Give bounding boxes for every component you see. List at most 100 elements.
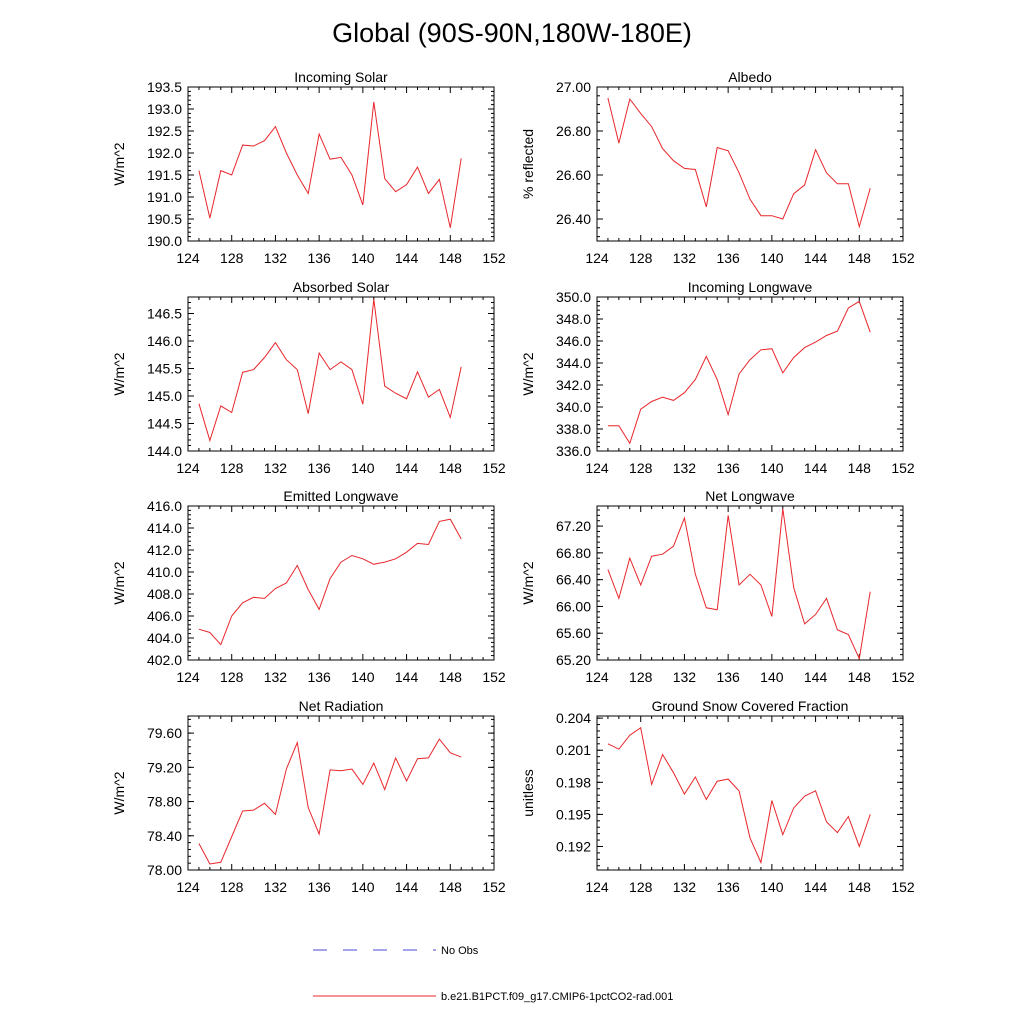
incoming-solar-title: Incoming Solar <box>294 69 388 85</box>
y-tick-label: 414.0 <box>147 520 182 536</box>
x-tick-label: 128 <box>220 879 244 895</box>
x-tick-label: 152 <box>482 879 506 895</box>
x-tick-label: 128 <box>629 879 653 895</box>
panel-net-radiation: Net Radiation W/m^2 124 128 132 136 140 144 148 1… <box>111 698 506 895</box>
x-tick-label: 140 <box>760 879 784 895</box>
y-tick-label: 27.00 <box>556 79 591 95</box>
x-tick-label: 140 <box>760 250 784 266</box>
y-tick-label: 0.192 <box>556 838 591 854</box>
y-tick-label: 402.0 <box>147 652 182 668</box>
x-tick-label: 148 <box>439 669 463 685</box>
x-tick-label: 124 <box>176 669 200 685</box>
x-tick-label: 128 <box>629 669 653 685</box>
incoming-longwave-title: Incoming Longwave <box>688 279 813 295</box>
net-longwave-ylabel: W/m^2 <box>520 561 536 604</box>
albedo-title: Albedo <box>728 69 772 85</box>
x-tick-label: 136 <box>716 669 740 685</box>
y-tick-label: 412.0 <box>147 542 182 558</box>
x-tick-label: 144 <box>804 250 828 266</box>
y-tick-label: 406.0 <box>147 608 182 624</box>
figure-title: Global (90S-90N,180W-180E) <box>332 18 692 48</box>
x-tick-label: 136 <box>716 879 740 895</box>
x-tick-label: 124 <box>585 250 609 266</box>
x-tick-label: 132 <box>264 250 288 266</box>
x-tick-label: 136 <box>716 250 740 266</box>
y-tick-label: 191.0 <box>147 189 182 205</box>
x-tick-label: 128 <box>220 669 244 685</box>
x-tick-label: 140 <box>760 460 784 476</box>
incoming-longwave-series-line <box>607 300 871 445</box>
y-tick-label: 190.0 <box>147 233 182 249</box>
x-tick-label: 144 <box>395 250 419 266</box>
y-tick-label: 408.0 <box>147 586 182 602</box>
x-tick-label: 124 <box>585 669 609 685</box>
net-longwave-series-line <box>607 508 871 661</box>
plot-frame <box>187 505 495 661</box>
x-tick-label: 152 <box>891 879 915 895</box>
x-tick-label: 152 <box>482 250 506 266</box>
x-tick-label: 148 <box>439 460 463 476</box>
x-tick-label: 144 <box>804 460 828 476</box>
x-tick-label: 124 <box>176 460 200 476</box>
panel-albedo: Albedo % reflected 124 128 132 136 140 144 148 15… <box>520 69 915 266</box>
legend: No Obs b.e21.B1PCT.f09_g17.CMIP6-1pctCO2… <box>313 945 673 1003</box>
legend-no-obs-label: No Obs <box>441 945 479 957</box>
x-tick-label: 148 <box>848 250 872 266</box>
x-tick-label: 128 <box>220 250 244 266</box>
y-tick-label: 78.40 <box>147 828 182 844</box>
x-tick-label: 140 <box>760 669 784 685</box>
y-tick-label: 404.0 <box>147 630 182 646</box>
albedo-series-line <box>607 97 871 229</box>
ground-snow-covered-fraction-series-line <box>607 726 871 865</box>
x-tick-label: 124 <box>585 460 609 476</box>
panel-absorbed-solar: Absorbed Solar W/m^2 124 128 132 136 140 144 148… <box>111 279 506 476</box>
x-tick-label: 144 <box>804 669 828 685</box>
y-tick-label: 338.0 <box>556 421 591 437</box>
y-tick-label: 65.60 <box>556 625 591 641</box>
y-tick-label: 344.0 <box>556 355 591 371</box>
x-tick-label: 148 <box>848 879 872 895</box>
x-tick-label: 132 <box>264 669 288 685</box>
x-tick-label: 132 <box>264 879 288 895</box>
x-tick-label: 124 <box>176 250 200 266</box>
emitted-longwave-ylabel: W/m^2 <box>111 561 127 604</box>
x-tick-label: 148 <box>848 460 872 476</box>
y-tick-label: 145.5 <box>147 361 182 377</box>
y-tick-label: 0.204 <box>556 710 591 726</box>
plot-frame <box>596 505 904 661</box>
y-tick-label: 145.0 <box>147 388 182 404</box>
y-tick-label: 146.5 <box>147 306 182 322</box>
panel-incoming-solar: Incoming Solar W/m^2 124 128 132 136 140 144 148… <box>111 69 506 266</box>
absorbed-solar-title: Absorbed Solar <box>293 279 390 295</box>
y-tick-label: 346.0 <box>556 333 591 349</box>
x-tick-label: 132 <box>264 460 288 476</box>
panel-net-longwave: Net Longwave W/m^2 124 128 132 136 140 144 148 15… <box>520 488 915 685</box>
y-tick-label: 0.198 <box>556 774 591 790</box>
y-tick-label: 65.20 <box>556 652 591 668</box>
x-tick-label: 128 <box>220 460 244 476</box>
absorbed-solar-ylabel: W/m^2 <box>111 352 127 395</box>
net-longwave-title: Net Longwave <box>705 488 795 504</box>
albedo-ylabel: % reflected <box>520 129 536 199</box>
x-tick-label: 148 <box>439 879 463 895</box>
y-tick-label: 192.0 <box>147 145 182 161</box>
ground-snow-covered-fraction-ylabel: unitless <box>520 769 536 816</box>
x-tick-label: 144 <box>395 669 419 685</box>
y-tick-label: 78.80 <box>147 794 182 810</box>
emitted-longwave-title: Emitted Longwave <box>283 488 398 504</box>
x-tick-label: 132 <box>673 250 697 266</box>
x-tick-label: 136 <box>307 669 331 685</box>
y-tick-label: 193.5 <box>147 79 182 95</box>
panel-incoming-longwave: Incoming Longwave W/m^2 124 128 132 136 140 144… <box>520 279 915 476</box>
y-tick-label: 191.5 <box>147 167 182 183</box>
ground-snow-covered-fraction-title: Ground Snow Covered Fraction <box>652 698 849 714</box>
y-tick-label: 144.5 <box>147 416 182 432</box>
y-tick-label: 192.5 <box>147 123 182 139</box>
x-tick-label: 128 <box>629 250 653 266</box>
y-tick-label: 78.00 <box>147 862 182 878</box>
y-tick-label: 66.00 <box>556 598 591 614</box>
y-tick-label: 0.201 <box>556 742 591 758</box>
plot-frame <box>187 296 495 452</box>
net-radiation-ylabel: W/m^2 <box>111 771 127 814</box>
y-tick-label: 79.20 <box>147 759 182 775</box>
